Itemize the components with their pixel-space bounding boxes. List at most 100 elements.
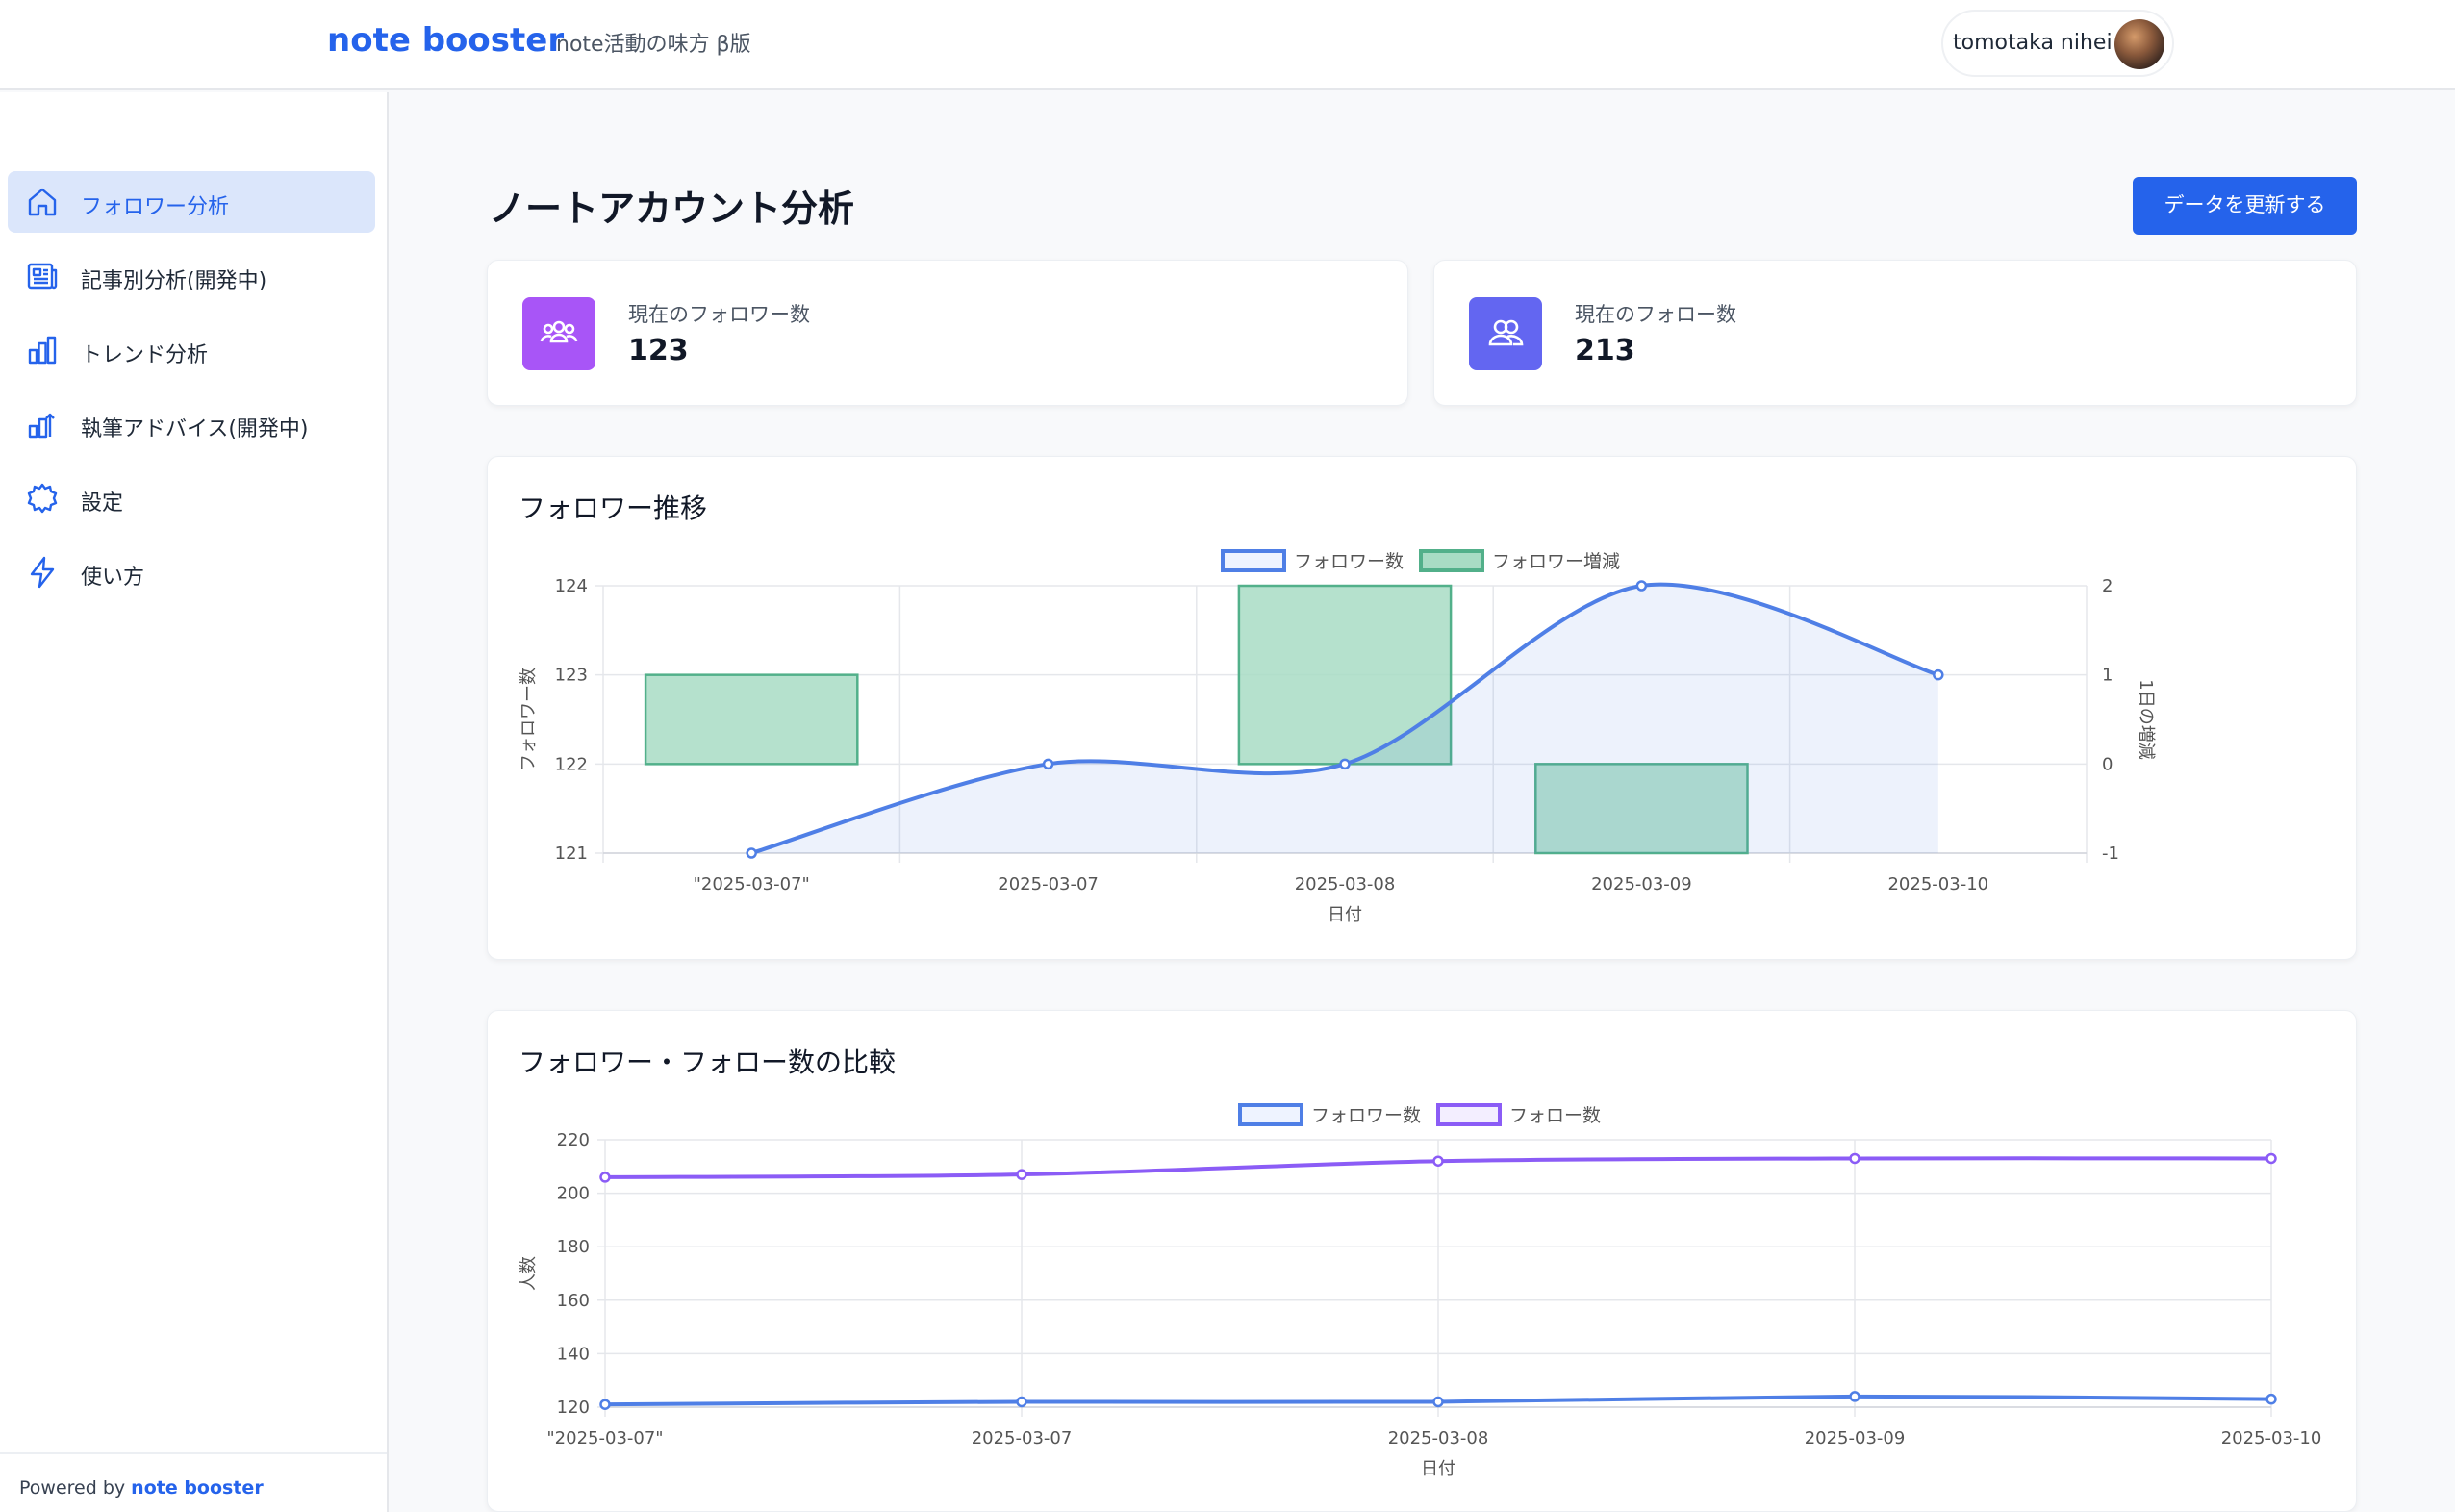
top-bar: note booster note活動の味方 β版 tomotaka nihei: [0, 0, 2455, 90]
sidebar-item-article-analysis[interactable]: 記事別分析(開発中): [8, 245, 375, 307]
legend-label: フォロワー増減: [1492, 551, 1620, 572]
y2-tick-label: 0: [2102, 754, 2113, 774]
x-axis-label: 日付: [1328, 905, 1362, 925]
sidebar-item-label: 設定: [81, 491, 124, 516]
stat-label: 現在のフォロー数: [1575, 303, 1736, 326]
avatar: [2114, 19, 2164, 69]
follower-follow-comparison-card: フォロワー・フォロー数の比較 120 140 160 180 200 220 "2025-0…: [487, 1010, 2357, 1512]
y-tick-label: 121: [555, 844, 588, 864]
y-tick-label: 160: [557, 1291, 590, 1311]
bar: [644, 673, 859, 766]
y-tick-label: 140: [557, 1344, 590, 1364]
legend-label: フォロワー数: [1311, 1105, 1421, 1126]
follower-trend-chart: 121 122 123 124 -1 0 1 2 "2025-03-07" 2025-03-07 2…: [519, 549, 2156, 925]
y2-tick-label: -1: [2102, 844, 2119, 864]
x-tick-label: 2025-03-08: [1295, 874, 1396, 895]
sidebar-item-follower-analysis[interactable]: フォロワー分析: [8, 171, 375, 233]
sidebar-item-label: 執筆アドバイス(開発中): [81, 417, 309, 441]
user-name: tomotaka nihei: [1953, 31, 2113, 55]
data-point: [1849, 1391, 1860, 1402]
data-point: [1635, 580, 1648, 592]
user-menu[interactable]: tomotaka nihei: [1941, 10, 2174, 77]
x-tick-label: 2025-03-08: [1388, 1428, 1489, 1449]
newspaper-icon: [27, 263, 58, 290]
legend-label: フォロー数: [1509, 1105, 1601, 1126]
y-tick-label: 180: [557, 1237, 590, 1257]
data-point: [746, 847, 757, 859]
sidebar-item-settings[interactable]: 設定: [8, 467, 375, 529]
y-tick-label: 200: [557, 1184, 590, 1204]
followers-group-icon: [522, 297, 595, 370]
bar-chart-icon: [28, 336, 57, 365]
follower-trend-card: フォロワー推移 121 122 123 124 -1 0 1 2 "2025-03-07" 202…: [487, 456, 2357, 960]
y-tick-label: 120: [557, 1398, 590, 1418]
page-title: ノートアカウント分析: [489, 188, 855, 230]
gear-icon: [27, 483, 58, 514]
brand-logo[interactable]: note booster: [327, 21, 565, 60]
x-tick-label: 2025-03-09: [1805, 1428, 1906, 1449]
sidebar-item-how-to-use[interactable]: 使い方: [8, 542, 375, 603]
tagline: note活動の味方 β版: [556, 33, 751, 57]
sidebar: フォロワー分析 記事別分析(開発中) トレンド分析 執筆アドバイス(開発中) 設…: [0, 92, 389, 1512]
x-tick-label: "2025-03-07": [694, 874, 810, 895]
data-point: [2265, 1393, 2277, 1405]
x-tick-label: 2025-03-07: [972, 1428, 1073, 1449]
stat-label: 現在のフォロワー数: [628, 303, 810, 326]
sidebar-item-label: 使い方: [81, 566, 145, 590]
legend-swatch: [1221, 549, 1286, 572]
bar: [1534, 763, 1749, 855]
chart-title: フォロワー・フォロー数の比較: [519, 1046, 897, 1078]
sidebar-item-label: トレンド分析: [81, 343, 209, 367]
home-icon: [28, 188, 57, 216]
legend-label: フォロワー数: [1294, 551, 1404, 572]
chart-title: フォロワー推移: [519, 492, 708, 524]
data-point: [1432, 1396, 1444, 1408]
legend-swatch: [1238, 1103, 1303, 1126]
sidebar-item-trend-analysis[interactable]: トレンド分析: [8, 319, 375, 381]
y-axis-label: フォロワー数: [519, 668, 539, 771]
sidebar-item-writing-advice[interactable]: 執筆アドバイス(開発中): [8, 393, 375, 455]
powered-by-text: Powered by: [19, 1477, 126, 1499]
comparison-chart: 120 140 160 180 200 220 "2025-03-07" 2025-03-07…: [519, 1103, 2322, 1479]
y-tick-label: 124: [555, 576, 588, 596]
stat-value: 213: [1575, 334, 1635, 367]
legend-swatch: [1419, 549, 1484, 572]
y-tick-label: 220: [557, 1130, 590, 1150]
bar: [1237, 584, 1453, 766]
y2-axis-label: 1日の増減: [2136, 679, 2156, 759]
y-axis-label: 人数: [519, 1256, 539, 1291]
data-point: [599, 1399, 611, 1410]
refresh-data-button[interactable]: データを更新する: [2133, 177, 2357, 235]
data-point: [1849, 1152, 1860, 1165]
y-tick-label: 122: [555, 754, 588, 774]
powered-by-link[interactable]: note booster: [131, 1477, 264, 1499]
data-point: [1933, 668, 1944, 681]
data-point: [1016, 1169, 1027, 1180]
following-count-card: 現在のフォロー数 213: [1433, 260, 2357, 406]
data-point: [1339, 758, 1351, 770]
follower-count-card: 現在のフォロワー数 123: [487, 260, 1408, 406]
x-tick-label: 2025-03-07: [998, 874, 1099, 895]
x-tick-label: "2025-03-07": [546, 1428, 663, 1449]
y2-tick-label: 1: [2102, 666, 2113, 686]
series-area: [751, 584, 1938, 853]
sidebar-item-label: 記事別分析(開発中): [81, 269, 267, 293]
y2-tick-label: 2: [2102, 576, 2113, 596]
powered-by: Powered by note booster: [19, 1477, 264, 1499]
data-point: [1432, 1155, 1444, 1167]
legend-swatch: [1436, 1103, 1502, 1126]
sidebar-item-label: フォロワー分析: [81, 195, 230, 219]
lightning-icon: [30, 556, 55, 589]
x-axis-label: 日付: [1421, 1459, 1455, 1479]
data-point: [1042, 758, 1054, 770]
chart-advice-icon: [28, 413, 55, 439]
x-tick-label: 2025-03-10: [1887, 874, 1988, 895]
following-users-icon: [1469, 297, 1542, 370]
data-point: [1016, 1396, 1027, 1408]
y-tick-label: 123: [555, 666, 588, 686]
x-tick-label: 2025-03-09: [1591, 874, 1692, 895]
series-line: [750, 582, 1939, 855]
stat-value: 123: [628, 334, 689, 367]
x-tick-label: 2025-03-10: [2221, 1428, 2322, 1449]
data-point: [599, 1172, 611, 1183]
